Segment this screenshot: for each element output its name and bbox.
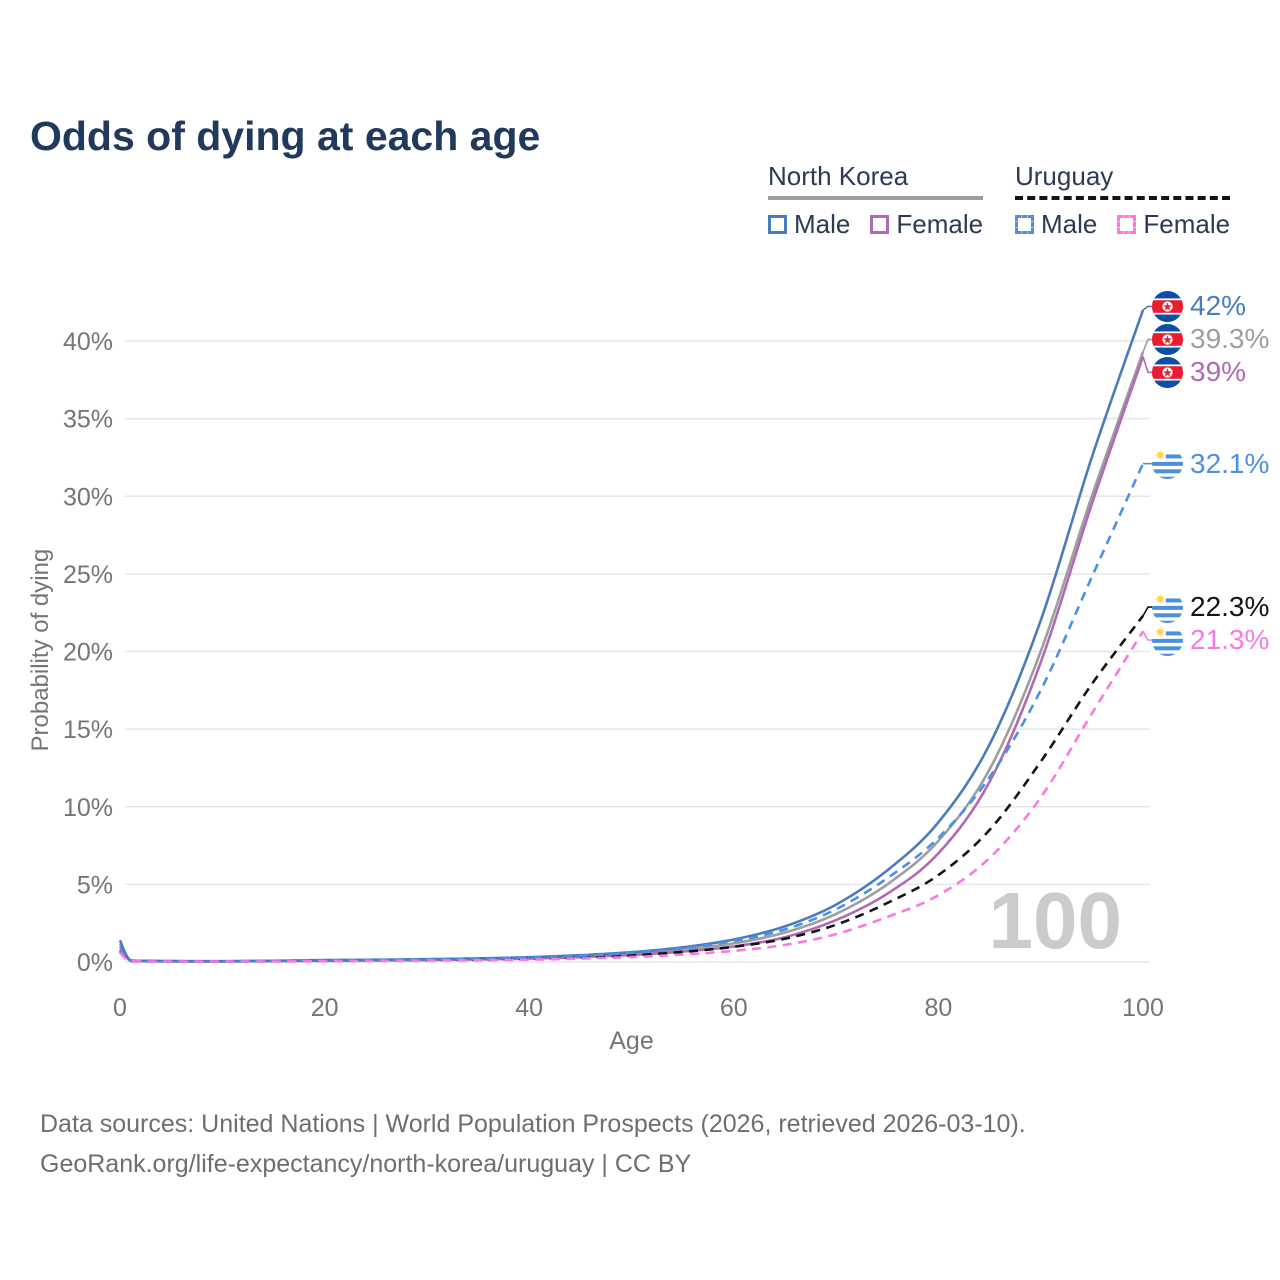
legend-item-label: Female [896,209,984,239]
legend-country-label-north-korea[interactable]: North Korea [768,161,909,191]
legend-item-label: Male [1041,209,1098,239]
x-tick-label: 80 [924,994,952,1022]
uruguay-line-style-swatch [1015,196,1231,200]
data-sources-text: Data sources: United Nations | World Pop… [40,1110,1026,1138]
y-tick-label: 0% [77,949,113,977]
end-label-connector [1142,305,1155,311]
x-axis-title: Age [609,1027,653,1055]
y-tick-label: 10% [63,794,113,822]
series-line-uruguay-female[interactable] [119,630,1145,963]
series-line-north-korea-male[interactable] [118,309,1145,963]
end-label-connector [1142,356,1155,374]
y-tick-label: 5% [77,871,113,899]
end-label-connector [1142,630,1155,641]
north-korea-line-style-swatch [768,196,984,200]
x-tick-label: 60 [720,994,748,1022]
y-tick-label: 20% [63,639,113,667]
series-line-north-korea-female[interactable] [118,356,1145,963]
legend-country-label-uruguay[interactable]: Uruguay [1015,161,1114,191]
legend-group-uruguay[interactable]: Uruguay Male Female [1015,161,1231,240]
footer: Data sources: United Nations | World Pop… [40,1104,1026,1184]
y-tick-label: 35% [63,406,113,434]
y-axis-title: Probability of dying [27,549,54,752]
y-tick-label: 25% [63,561,113,589]
legend-item-label: Male [794,209,851,239]
legend-item-uruguay-female[interactable]: Female [1117,209,1230,240]
legend-item-uruguay-male[interactable]: Male [1015,209,1097,240]
age-watermark: 100 [989,876,1122,965]
page-title: Odds of dying at each age [30,113,541,160]
x-tick-label: 0 [113,994,127,1022]
x-tick-label: 100 [1122,994,1164,1022]
y-tick-label: 30% [63,483,113,511]
legend: North Korea Male Female Uruguay Male Fem… [768,161,1248,241]
uruguay-male-swatch [1015,215,1034,234]
x-tick-label: 20 [311,994,339,1022]
legend-item-north-korea-female[interactable]: Female [870,209,983,240]
series-line-north-korea[interactable] [118,351,1145,963]
series-line-uruguay-male[interactable] [118,463,1145,963]
y-tick-label: 15% [63,716,113,744]
end-label-connector [1142,606,1155,617]
north-korea-male-swatch [768,215,787,234]
legend-group-north-korea[interactable]: North Korea Male Female [768,161,984,240]
legend-item-label: Female [1143,209,1231,239]
uruguay-female-swatch [1117,215,1137,234]
y-tick-label: 40% [63,328,113,356]
x-tick-label: 40 [515,994,543,1022]
north-korea-female-swatch [870,215,890,234]
attribution-text: GeoRank.org/life-expectancy/north-korea/… [40,1150,692,1178]
legend-item-north-korea-male[interactable]: Male [768,209,850,240]
